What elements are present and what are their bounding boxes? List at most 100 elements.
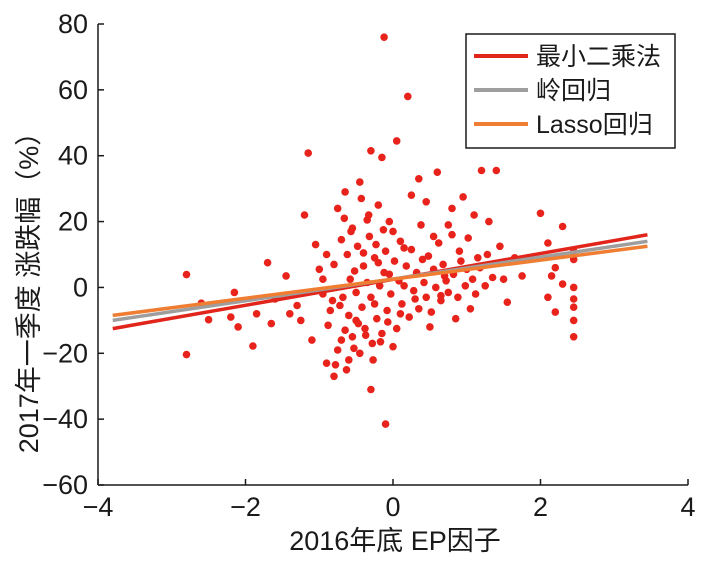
scatter-point-115 [378,329,386,338]
scatter-point-87 [286,310,294,318]
scatter-point-173 [379,226,388,234]
scatter-point-163 [342,366,351,374]
scatter-point-168 [361,331,370,340]
scatter-point-116 [380,268,388,277]
scatter-point-112 [373,314,381,323]
scatter-point-166 [354,319,363,328]
scatter-point-154 [483,250,492,259]
scatter-point-110 [368,339,377,348]
legend: 最小二乘法 岭回归 Lasso回归 [465,33,676,149]
scatter-point-3 [204,315,213,324]
scatter-point-130 [409,286,418,295]
scatter-point-126 [400,282,408,290]
legend-label-lasso: Lasso回归 [536,111,653,139]
scatter-point-145 [448,230,456,239]
scatter-point-67 [503,298,512,307]
lasso-line [112,244,648,318]
scatter-point-59 [474,253,482,262]
scatter-point-94 [339,293,347,302]
y-tick-label: 80 [58,9,88,39]
scatter-point-7 [252,310,261,318]
scatter-point-41 [407,191,416,199]
scatter-point-32 [380,33,388,41]
scatter-point-106 [361,324,369,333]
scatter-point-101 [352,288,360,297]
scatter-point-79 [569,316,578,325]
scatter-point-60 [477,166,486,175]
scatter-point-39 [400,244,408,252]
x-axis-label: 2016年底 EP因子 [289,526,501,556]
legend-label-ridge: 岭回归 [536,77,611,105]
scatter-point-83 [551,263,560,272]
scatter-point-99 [348,333,357,341]
scatter-point-70 [536,209,545,218]
scatter-point-18 [333,204,342,213]
scatter-point-66 [499,275,508,284]
scatter-point-9 [267,319,276,328]
scatter-point-81 [569,303,578,312]
scatter-point-53 [451,314,460,323]
scatter-point-118 [383,306,391,315]
scatter-point-172 [376,338,385,346]
scatter-point-10 [282,272,290,280]
scatter-point-28 [367,385,375,394]
scatter-point-128 [405,313,414,321]
scatter-point-135 [422,293,431,302]
scatter-point-19 [337,336,346,344]
regression-lines [112,233,648,331]
scatter-point-57 [466,305,475,313]
scatter-point-5 [234,323,242,331]
scatter-point-111 [370,253,379,262]
scatter-point-155 [297,316,305,325]
scatter-point-122 [392,324,401,333]
scatter-point-36 [389,342,397,351]
scatter-point-150 [464,234,473,242]
scatter-point-24 [356,178,364,186]
scatter-point-95 [341,326,349,335]
scatter-point-169 [364,211,373,219]
scatter-point-124 [396,237,405,246]
x-tick-label: 4 [680,492,695,522]
scatter-point-143 [442,277,450,285]
scatter-point-134 [420,278,428,287]
scatter-point-171 [372,240,380,249]
scatter-point-117 [381,247,390,255]
scatter-point-65 [496,242,504,251]
scatter-point-33 [381,420,390,428]
scatter-point-89 [315,265,324,274]
scatter-point-29 [370,300,379,308]
scatter-point-141 [437,296,445,305]
scatter-point-4 [230,288,239,297]
y-tick-label: −20 [42,338,88,368]
scatter-point-77 [569,283,578,292]
scatter-point-15 [319,275,327,284]
y-axis-label: 2017年一季度 涨跌幅（%） [14,119,44,454]
scatter-point-109 [367,293,375,302]
scatter-point-20 [341,188,349,196]
scatter-point-137 [427,308,436,316]
scatter-point-174 [384,318,392,326]
scatter-point-170 [369,356,377,364]
scatter-points [182,33,578,428]
scatter-point-63 [488,273,497,282]
scatter-point-161 [336,301,344,310]
scatter-point-51 [444,221,453,229]
scatter-point-164 [347,227,355,236]
scatter-point-133 [417,221,425,229]
scatter-point-144 [444,288,453,297]
scatter-point-37 [392,137,401,145]
scatter-point-149 [461,282,470,290]
scatter-point-16 [322,359,331,368]
scatter-point-127 [402,262,411,270]
scatter-point-119 [385,217,394,226]
x-tick-label: 2 [533,492,548,522]
scatter-point-31 [378,153,386,162]
y-tick-label: −60 [42,470,88,500]
scatter-point-147 [454,293,462,302]
scatter-point-27 [367,147,375,155]
scatter-point-43 [415,175,423,183]
scatter-point-84 [544,293,552,302]
scatter-point-13 [304,149,313,157]
